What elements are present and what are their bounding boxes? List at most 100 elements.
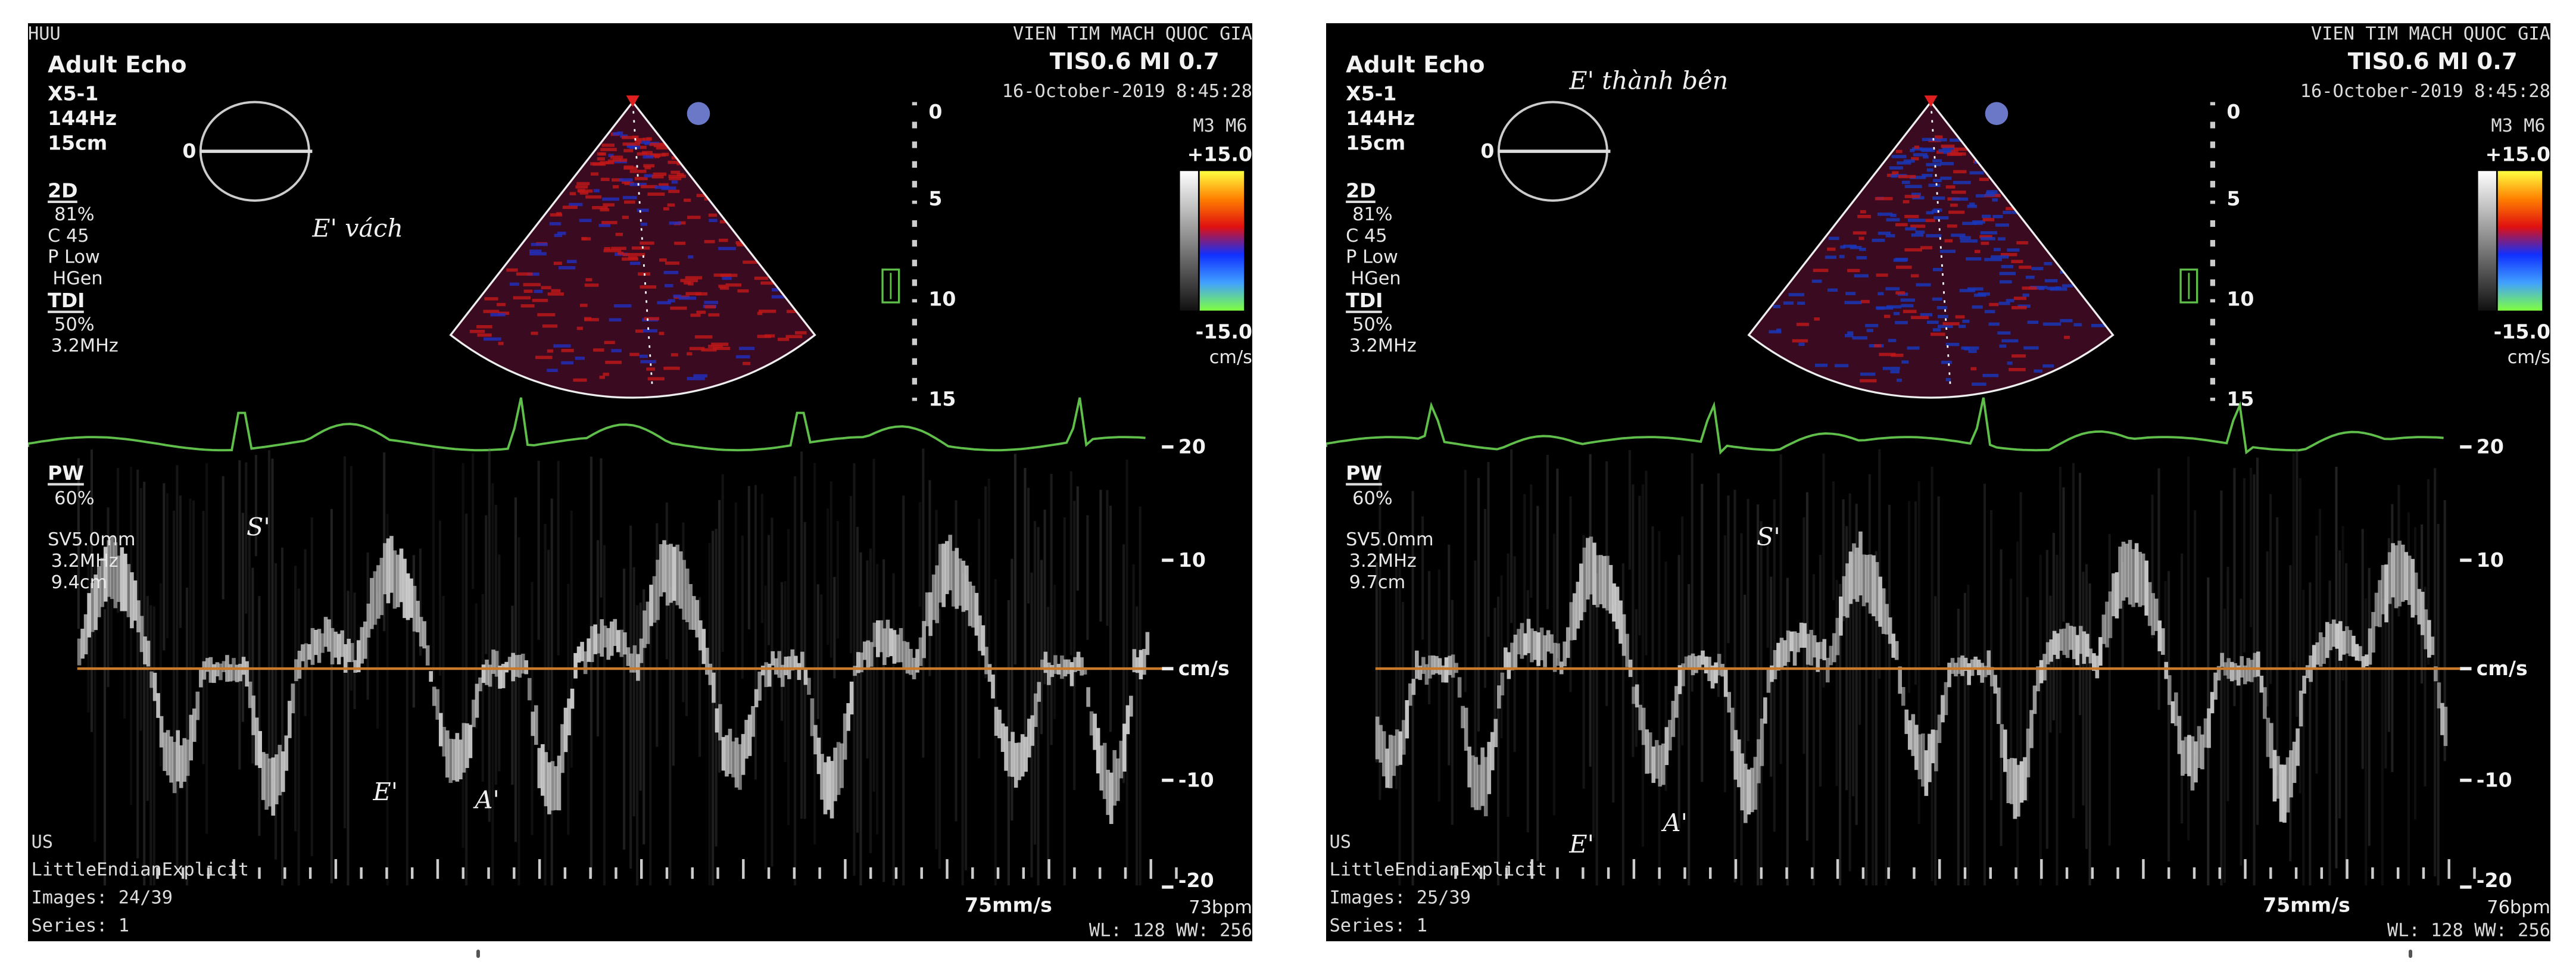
spectrum-sample bbox=[1727, 692, 1731, 713]
spectrum-sample bbox=[90, 583, 95, 632]
depth-label: 15cm bbox=[48, 131, 107, 154]
spectrum-sample bbox=[347, 638, 351, 663]
spectrum-sample bbox=[1464, 707, 1468, 751]
probe-orientation-icon bbox=[1497, 101, 1611, 202]
spectrum-sample bbox=[1839, 596, 1843, 636]
image-count: Images: 24/39 bbox=[32, 888, 173, 909]
spectrum-sample bbox=[169, 736, 173, 783]
spectrum-sample bbox=[1517, 629, 1521, 655]
spectrum-sample bbox=[1480, 747, 1485, 806]
spectrum-sample bbox=[1740, 753, 1745, 811]
spectrum-sample bbox=[892, 630, 897, 664]
spectrum-sample bbox=[955, 548, 959, 609]
spectrum-sample bbox=[1040, 659, 1044, 670]
spectrum-sample bbox=[639, 638, 644, 663]
spectrum-sample bbox=[1007, 741, 1012, 777]
spectrum-sample bbox=[583, 651, 588, 675]
spectrum-sample bbox=[2437, 682, 2441, 708]
wave-label-e: E' bbox=[1568, 830, 1594, 859]
image-count: Images: 25/39 bbox=[1330, 888, 1471, 909]
spectrum-sample bbox=[425, 645, 430, 666]
spectrum-sample bbox=[1717, 654, 1722, 676]
spectrum-sample bbox=[2036, 666, 2040, 692]
spectrum-sample bbox=[1451, 654, 1455, 678]
spectrum-sample bbox=[1894, 641, 1899, 660]
spectrum-sample bbox=[2026, 728, 2031, 778]
spectrum-sample bbox=[1835, 617, 1840, 655]
spectrum-sample bbox=[2292, 741, 2297, 783]
spectrum-sample bbox=[1829, 645, 1833, 666]
spectrum-sample bbox=[1967, 663, 1971, 685]
page-mark bbox=[2409, 950, 2412, 958]
spectrum-sample bbox=[626, 647, 631, 666]
moon-icon bbox=[687, 102, 710, 126]
spectrum-sample bbox=[2243, 665, 2247, 685]
spectrum-sample bbox=[682, 560, 686, 620]
spectrum-sample bbox=[1760, 718, 1764, 766]
spectrum-sample bbox=[1674, 686, 1679, 718]
spectrum-sample bbox=[1917, 734, 1922, 780]
spectrum-sample bbox=[96, 566, 101, 617]
spectrum-sample bbox=[1904, 709, 1909, 734]
spectrum-sample bbox=[836, 742, 841, 795]
spectrum-sample bbox=[212, 664, 216, 683]
spectrum-sample bbox=[1392, 735, 1396, 776]
spectrum-sample bbox=[1671, 701, 1676, 737]
spectrum-sample bbox=[2177, 716, 2182, 754]
spectrum-sample bbox=[1960, 655, 1964, 676]
spectrum-sample bbox=[928, 592, 933, 636]
spectrum-sample bbox=[2164, 661, 2169, 679]
spectrum-sample bbox=[472, 700, 476, 728]
mode-2d-freq: HGen bbox=[52, 269, 102, 289]
spectrum-sample bbox=[1069, 662, 1074, 686]
mode-2d-label: 2D bbox=[48, 179, 78, 202]
spectrum-sample bbox=[2194, 741, 2198, 783]
spectrum-sample bbox=[662, 540, 666, 592]
page-mark bbox=[476, 950, 480, 958]
spectrum-sample bbox=[340, 630, 344, 657]
spectrum-sample bbox=[507, 657, 512, 670]
ultrasound-image: Adult Echo X5-1 144Hz 15cm 2D 81% C 45 P… bbox=[1326, 24, 2550, 941]
spectrum-sample bbox=[1599, 555, 1603, 604]
spectrum-sample bbox=[2440, 703, 2444, 735]
depth-tick: 5 bbox=[928, 187, 942, 210]
spectrum-sample bbox=[820, 754, 824, 800]
depth-scale: 0 5 10 15 bbox=[2210, 100, 2254, 411]
spectrum-sample bbox=[1937, 714, 1942, 744]
spectrum-sample bbox=[2348, 630, 2353, 657]
spectrum-sample bbox=[514, 655, 519, 677]
velocity-scale: 20 10 cm/s -10 -20 bbox=[2460, 435, 2528, 892]
spectrum-sample bbox=[1418, 666, 1423, 680]
spectrum-sample bbox=[1017, 742, 1021, 781]
spectrum-sample bbox=[2115, 572, 2119, 619]
spectrum-sample bbox=[130, 572, 134, 629]
spectrum-sample bbox=[1796, 632, 1800, 653]
spectrum-sample bbox=[1112, 750, 1117, 806]
spectrum-sample bbox=[2404, 552, 2409, 601]
spectrum-sample bbox=[2325, 622, 2329, 658]
spectrum-sample bbox=[2160, 628, 2165, 655]
spectrum-sample bbox=[291, 683, 295, 714]
spectrum-sample bbox=[2207, 708, 2211, 748]
spectrum-sample bbox=[1651, 746, 1656, 783]
depth-tick: 15 bbox=[928, 388, 956, 411]
spectrum-sample bbox=[481, 664, 486, 683]
spectrum-sample bbox=[856, 652, 860, 673]
spectrum-sample bbox=[1697, 655, 1702, 668]
spectrum-sample bbox=[643, 610, 647, 648]
spectrum-sample bbox=[563, 707, 568, 753]
spectrum-sample bbox=[139, 616, 144, 653]
spectrum-sample bbox=[1878, 576, 1882, 627]
spectrum-sample bbox=[163, 732, 167, 771]
spectrum-sample bbox=[896, 634, 900, 663]
sweep-speed: 75mm/s bbox=[2263, 893, 2350, 916]
spectrum-sample bbox=[2229, 661, 2234, 682]
spectrum-sample bbox=[833, 747, 837, 801]
spectrum-sample bbox=[2170, 701, 2175, 723]
mode-2d-freq: HGen bbox=[1351, 269, 1401, 289]
spectrum-sample bbox=[2302, 675, 2306, 694]
spectrum-sample bbox=[152, 672, 157, 701]
spectrum-sample bbox=[803, 667, 808, 685]
spectrum-sample bbox=[1395, 729, 1399, 766]
spectrum-sample bbox=[767, 663, 772, 687]
